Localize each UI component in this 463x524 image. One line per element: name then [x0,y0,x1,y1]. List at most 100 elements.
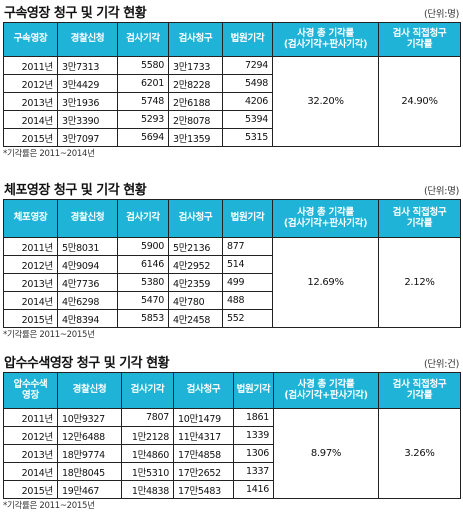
table-cell: 3만7313 [57,56,118,75]
footnote: *기각률은 2011~2014년 [3,149,95,159]
col-header: 검사기각 [117,22,169,57]
table-cell: 5315 [222,128,273,147]
col-header: 법원기각 [233,372,274,409]
direct-rate-cell: 24.90% [378,56,461,147]
data-table: 압수수색 영장 경찰신청 검사기각 검사청구 법원기각 사경 총 기각률 (검사… [3,372,461,499]
table-cell: 7294 [222,56,273,75]
table-cell: 877 [222,237,273,256]
col-header: 체포영장 [3,199,58,238]
section-detention-warrant: 구속영장 청구 및 기각 현황 (단위:명) 구속영장 경찰신청 검사기각 검사… [0,0,463,161]
col-header: 검사 직접청구 기각률 [378,22,461,57]
table-cell: 11만4317 [173,426,234,445]
table-cell: 18만8045 [57,462,122,481]
col-header: 검사청구 [173,372,234,409]
table-cell: 3만1936 [57,92,118,111]
table-cell: 5748 [117,92,169,111]
col-header: 경찰신청 [57,372,122,409]
table-cell: 12만6488 [57,426,122,445]
total-rate-cell: 12.69% [272,237,379,328]
direct-rate-cell: 2.12% [378,237,461,328]
table-cell: 4만2458 [168,309,223,328]
col-header: 검사기각 [117,199,169,238]
unit-label: (단위:건) [423,359,459,370]
table-cell: 2012년 [3,74,58,93]
table-cell: 17만2652 [173,462,234,481]
section-title: 구속영장 청구 및 기각 현황 [4,6,147,21]
table-row: 2012년 3만4429 6201 2만8228 5498 [3,74,461,93]
table-row: 2011년 10만9327 7807 10만1479 1861 8.97% 3.… [3,408,461,499]
table-cell: 2만8078 [168,110,223,129]
table-cell: 5900 [117,237,169,256]
col-header: 경찰신청 [57,22,118,57]
table-cell: 2만6188 [168,92,223,111]
table-cell: 1만4838 [121,480,174,499]
table-cell: 1만5310 [121,462,174,481]
col-header: 사경 총 기각률 (검사기각+판사기각) [273,372,379,409]
table-cell: 4만2359 [168,273,223,292]
table-cell: 1416 [233,480,274,499]
table-cell: 7807 [121,408,174,427]
table-cell: 2015년 [3,480,58,499]
table-cell: 17만5483 [173,480,234,499]
table-cell: 4만6298 [57,291,118,310]
table-cell: 2만8228 [168,74,223,93]
table-cell: 1만4860 [121,444,174,463]
table-cell: 2013년 [3,273,58,292]
table-cell: 19만467 [57,480,122,499]
unit-label: (단위:명) [423,9,459,20]
table-row: 2015년 3만7097 5694 3만1359 5315 [3,128,461,147]
table-cell: 3만1733 [168,56,223,75]
table-cell: 4만2952 [168,255,223,274]
table-cell: 5580 [117,56,169,75]
col-header: 검사청구 [168,22,223,57]
table-row: 2014년 4만6298 5470 4만780 488 [3,291,461,310]
table-cell: 5만8031 [57,237,118,256]
table-row: 2015년 19만467 1만4838 17만5483 1416 [3,480,461,499]
table-cell: 2015년 [3,309,58,328]
table-cell: 5394 [222,110,273,129]
table-cell: 10만1479 [173,408,234,427]
table-cell: 4만780 [168,291,223,310]
table-cell: 2011년 [3,56,58,75]
table-cell: 2012년 [3,255,58,274]
col-header: 구속영장 [3,22,58,57]
unit-label: (단위:명) [423,186,459,197]
col-header: 압수수색 영장 [3,372,58,409]
table-cell: 1861 [233,408,274,427]
table-cell: 2012년 [3,426,58,445]
table-cell: 5694 [117,128,169,147]
table-cell: 499 [222,273,273,292]
col-header: 법원기각 [222,199,273,238]
table-cell: 2014년 [3,110,58,129]
table-cell: 5380 [117,273,169,292]
table-cell: 6201 [117,74,169,93]
table-cell: 2014년 [3,291,58,310]
table-cell: 10만9327 [57,408,122,427]
col-header: 사경 총 기각률 (검사기각+판사기각) [272,199,379,238]
table-cell: 3만3390 [57,110,118,129]
table-cell: 18만9774 [57,444,122,463]
table-cell: 5853 [117,309,169,328]
col-header: 사경 총 기각률 (검사기각+판사기각) [272,22,379,57]
table-cell: 2011년 [3,237,58,256]
section-title: 압수수색영장 청구 및 기각 현황 [4,356,170,371]
table-row: 2011년 3만7313 5580 3만1733 7294 32.20% 24.… [3,56,461,147]
table-cell: 5293 [117,110,169,129]
table-cell: 552 [222,309,273,328]
table-cell: 514 [222,255,273,274]
table-cell: 6146 [117,255,169,274]
table-cell: 5470 [117,291,169,310]
table-row: 2012년 4만9094 6146 4만2952 514 [3,255,461,274]
table-cell: 17만4858 [173,444,234,463]
col-header: 검사청구 [168,199,223,238]
data-table: 체포영장 경찰신청 검사기각 검사청구 법원기각 사경 총 기각률 (검사기각+… [3,199,461,328]
section-search-seizure-warrant: 압수수색영장 청구 및 기각 현황 (단위:건) 압수수색 영장 경찰신청 검사… [0,350,463,513]
table-cell: 488 [222,291,273,310]
total-rate-cell: 8.97% [273,408,379,499]
table-cell: 1만2128 [121,426,174,445]
table-cell: 4만7736 [57,273,118,292]
total-rate-cell: 32.20% [272,56,379,147]
table-cell: 2014년 [3,462,58,481]
table-cell: 2015년 [3,128,58,147]
table-cell: 4206 [222,92,273,111]
